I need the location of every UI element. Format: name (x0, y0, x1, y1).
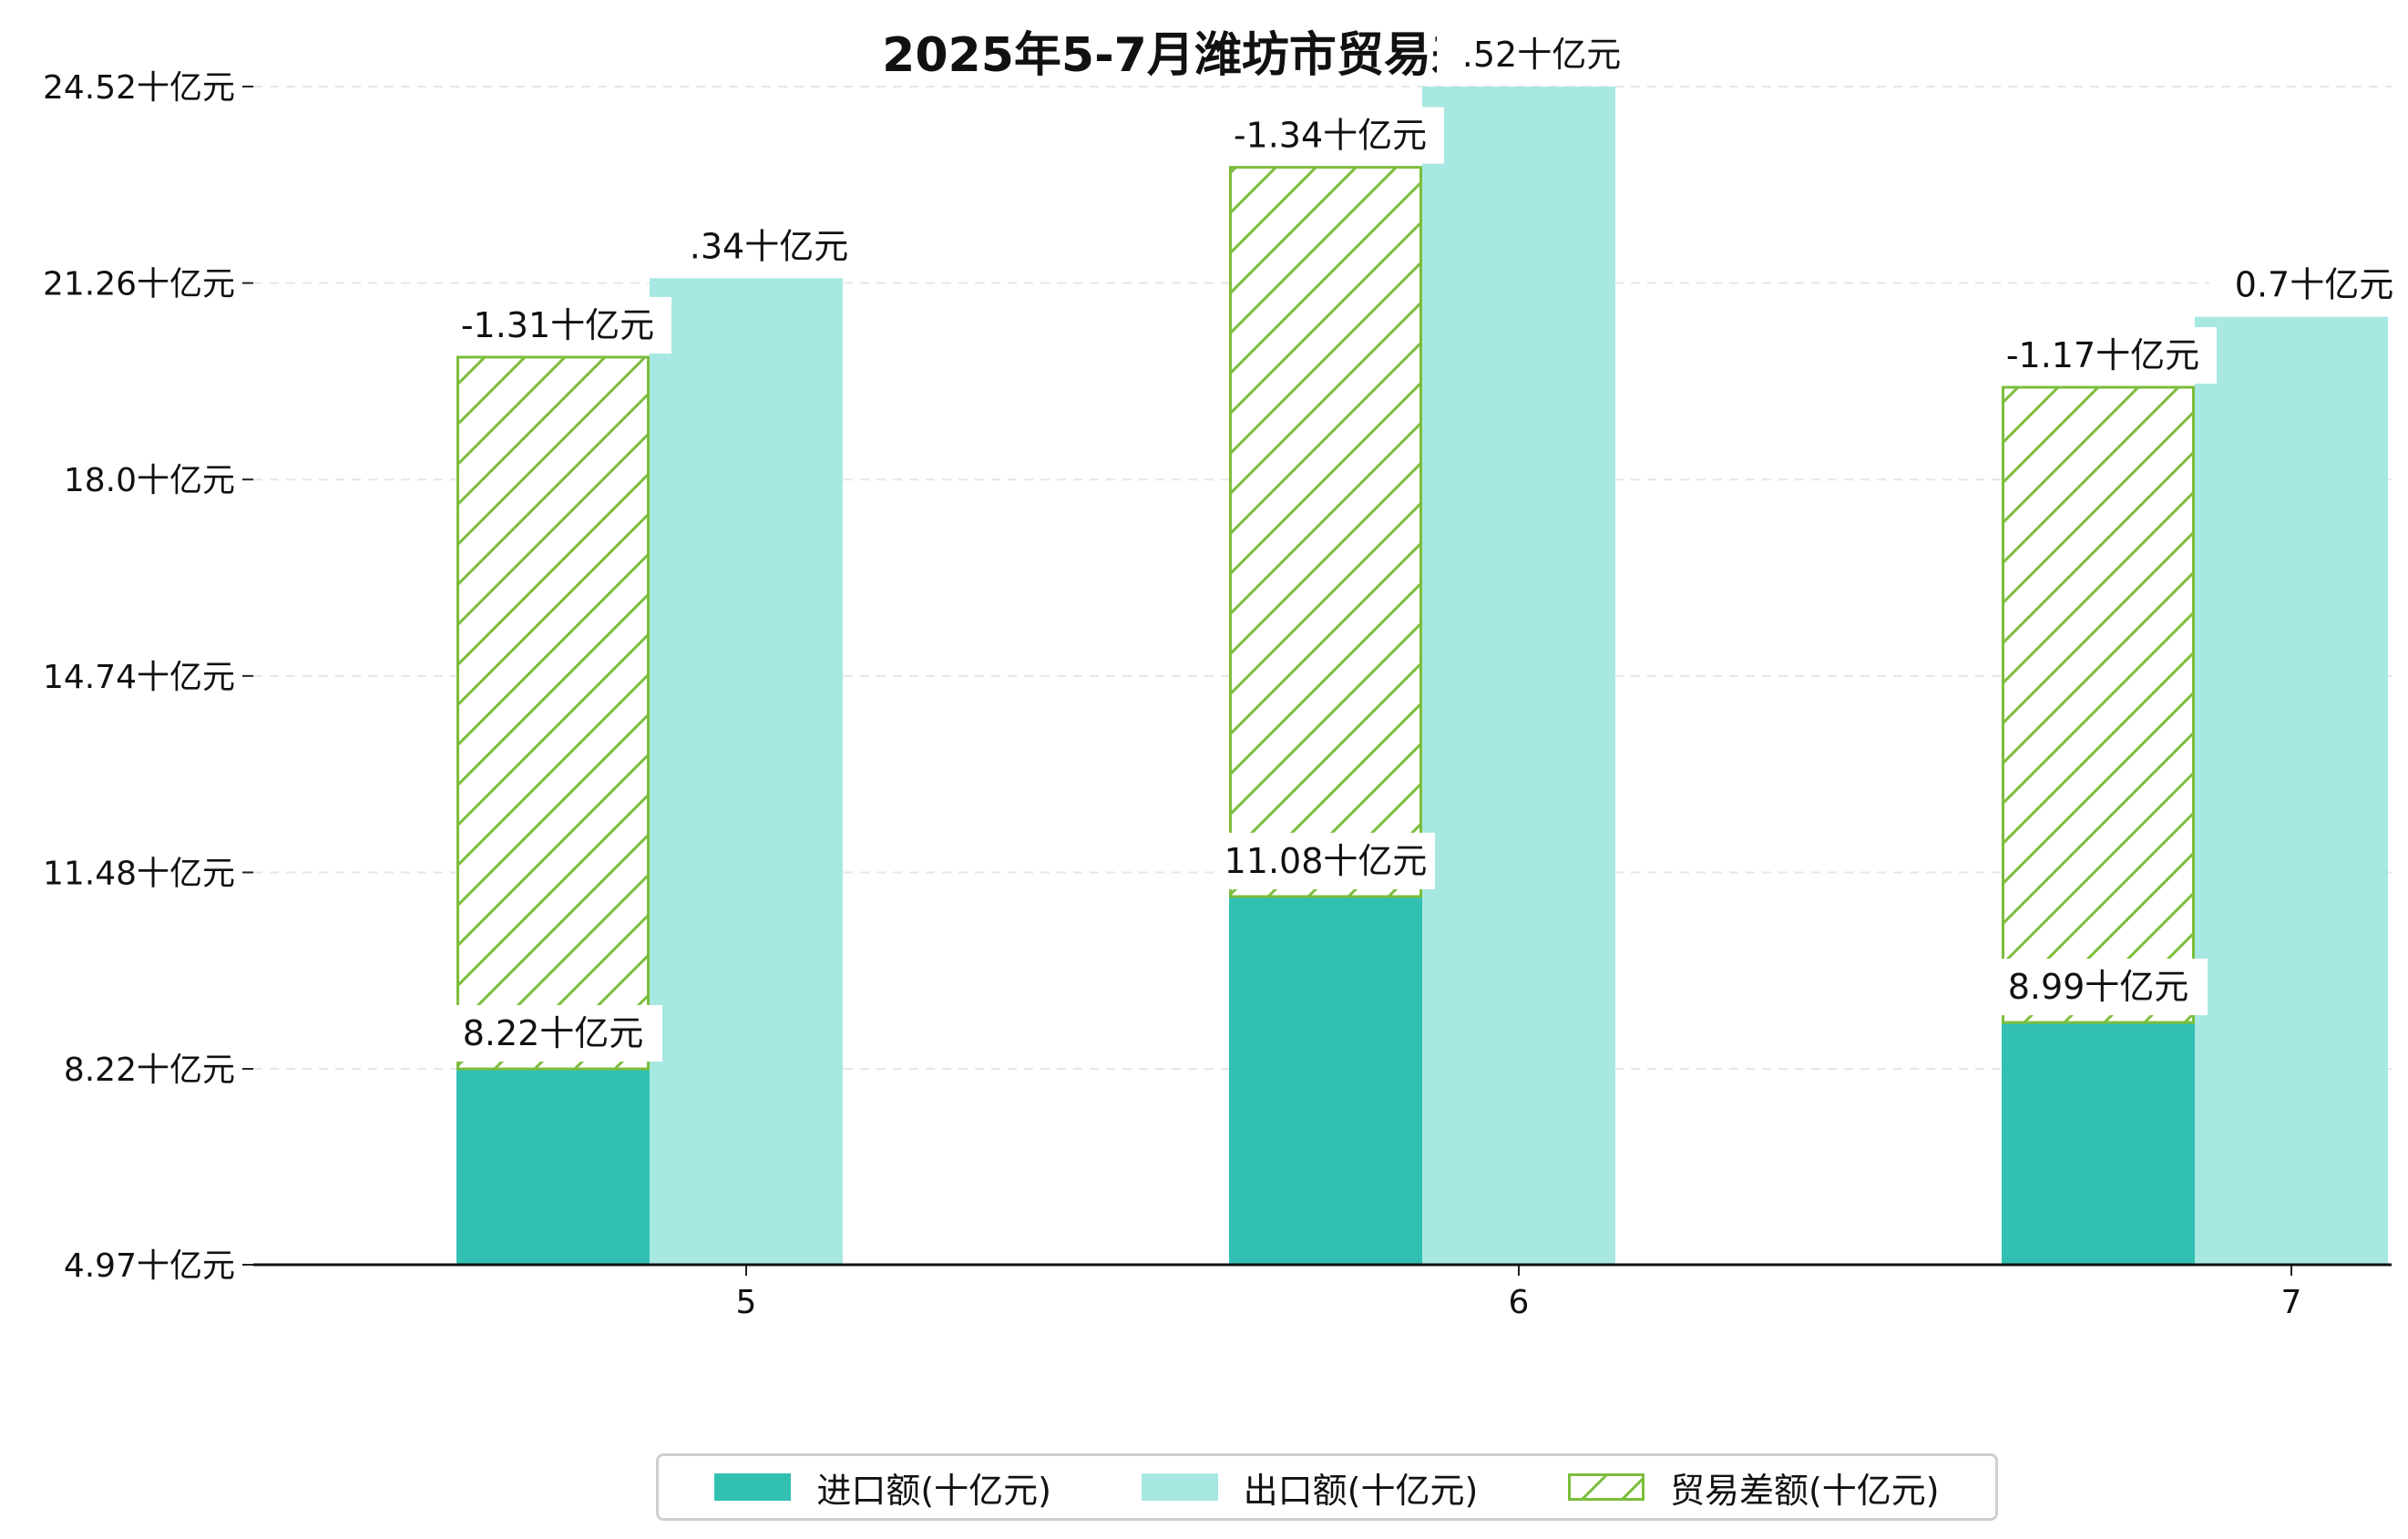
legend-swatch-export (1141, 1473, 1218, 1501)
bar-trade-balance (456, 355, 650, 1071)
y-tick-label: 14.74十亿元 (43, 659, 235, 696)
data-label-trade-balance-bg (444, 296, 671, 354)
data-label-export: 0.7十亿元 (2235, 265, 2393, 305)
data-label-export: .34十亿元 (690, 226, 848, 266)
bar-trade-balance (1229, 166, 1422, 898)
data-label-trade-balance: -1.31十亿元 (461, 305, 654, 345)
bar-trade-balance (2002, 385, 2195, 1024)
data-label-trade-balance: -1.17十亿元 (2006, 335, 2199, 375)
legend-label-balance: 贸易差额(十亿元) (1669, 1470, 1940, 1511)
legend-item-import: 进口额(十亿元) (714, 1462, 1051, 1513)
legend-label-import: 进口额(十亿元) (816, 1470, 1051, 1511)
bar-import (1229, 896, 1422, 1265)
legend-item-balance: 贸易差额(十亿元) (1567, 1462, 1940, 1513)
y-tick-label: 11.48十亿元 (43, 855, 235, 892)
bar-import (2002, 1022, 2195, 1265)
data-label-import: 8.99十亿元 (2008, 967, 2189, 1007)
data-label-import: 11.08十亿元 (1224, 841, 1428, 881)
legend-item-export: 出口额(十亿元) (1141, 1462, 1479, 1513)
data-label-import-bg (1216, 832, 1435, 889)
chart-legend: 进口额(十亿元) 出口额(十亿元) 贸易差额(十亿元) (656, 1453, 1998, 1521)
y-tick-label: 8.22十亿元 (64, 1052, 235, 1089)
data-label-trade-balance-bg (1216, 107, 1444, 164)
x-tick-label: 6 (1509, 1284, 1530, 1321)
data-label-trade-balance: -1.34十亿元 (1234, 116, 1427, 156)
bar-export (650, 278, 843, 1265)
data-label-trade-balance-bg (1989, 327, 2217, 385)
legend-label-export: 出口额(十亿元) (1243, 1470, 1479, 1511)
y-tick-label: 18.0十亿元 (64, 462, 235, 499)
data-label-export: .52十亿元 (1462, 35, 1621, 75)
legend-swatch-import (714, 1473, 792, 1501)
data-label-export-bg (2209, 256, 2408, 313)
x-tick-label: 7 (2281, 1284, 2302, 1321)
data-label-import-bg (444, 1005, 662, 1062)
y-tick-label: 21.26十亿元 (43, 266, 235, 303)
x-tick-label: 5 (736, 1284, 757, 1321)
y-tick-label: 24.52十亿元 (43, 69, 235, 107)
chart-title: 2025年5-7月潍坊市贸易差额 (882, 28, 1526, 83)
bar-export (1422, 87, 1615, 1265)
y-tick-label: 4.97十亿元 (64, 1247, 235, 1285)
data-label-import: 8.22十亿元 (463, 1013, 644, 1053)
data-label-export-bg (1437, 26, 1646, 83)
bar-export (2195, 316, 2388, 1265)
data-label-import-bg (1989, 959, 2208, 1016)
data-label-export-bg (664, 218, 874, 275)
bar-import (456, 1069, 650, 1265)
legend-swatch-balance (1567, 1473, 1645, 1501)
